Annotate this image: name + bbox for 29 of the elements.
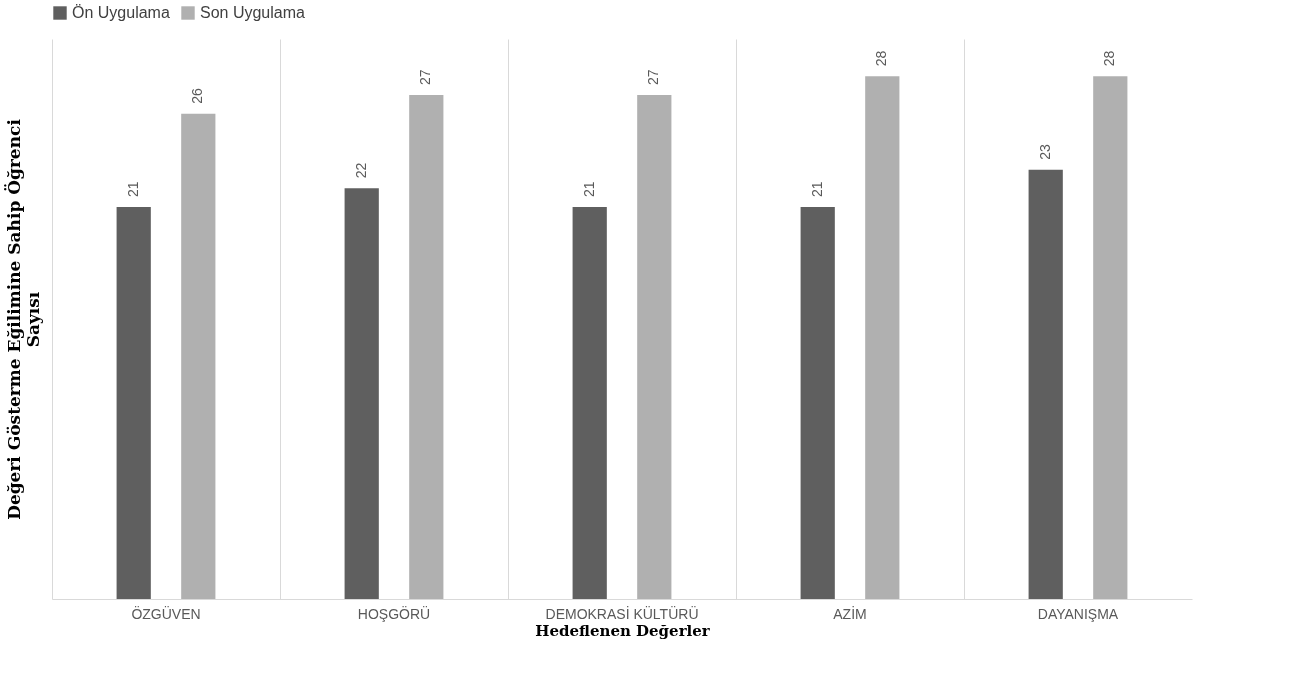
bar: [1093, 76, 1128, 599]
data-label: 21: [580, 181, 597, 197]
data-label: 28: [1101, 50, 1118, 67]
data-label: 27: [417, 69, 434, 85]
x-tick-label: ÖZGÜVEN: [131, 604, 201, 622]
x-tick-label: DEMOKRASİ KÜLTÜRÜ: [545, 604, 699, 622]
bar: [865, 76, 900, 599]
bar: [1028, 169, 1063, 599]
bar: [344, 188, 379, 599]
legend-label: Son Uygulama: [200, 4, 306, 21]
bar: [116, 207, 151, 599]
data-label: 21: [808, 181, 825, 197]
bar: [637, 95, 672, 599]
x-tick-label: HOŞGÖRÜ: [357, 604, 431, 622]
legend-label: Ön Uygulama: [72, 4, 170, 21]
y-axis-title: Değeri Gösterme Eğilimine Sahip Öğrenci Sayısı: [3, 118, 43, 520]
data-label: 21: [124, 181, 141, 197]
data-label: 27: [645, 69, 662, 85]
bar: [800, 207, 835, 599]
x-axis-title: Hedeflenen Değerler: [535, 621, 711, 640]
bar: [181, 113, 216, 599]
data-label: 26: [189, 87, 206, 104]
bar: [409, 95, 444, 599]
x-tick-label: DAYANIŞMA: [1037, 605, 1119, 622]
x-tick-label: AZİM: [833, 604, 867, 622]
data-label: 28: [873, 50, 890, 67]
data-label: 23: [1036, 143, 1053, 160]
bar: [572, 207, 607, 599]
data-label: 22: [352, 162, 369, 179]
